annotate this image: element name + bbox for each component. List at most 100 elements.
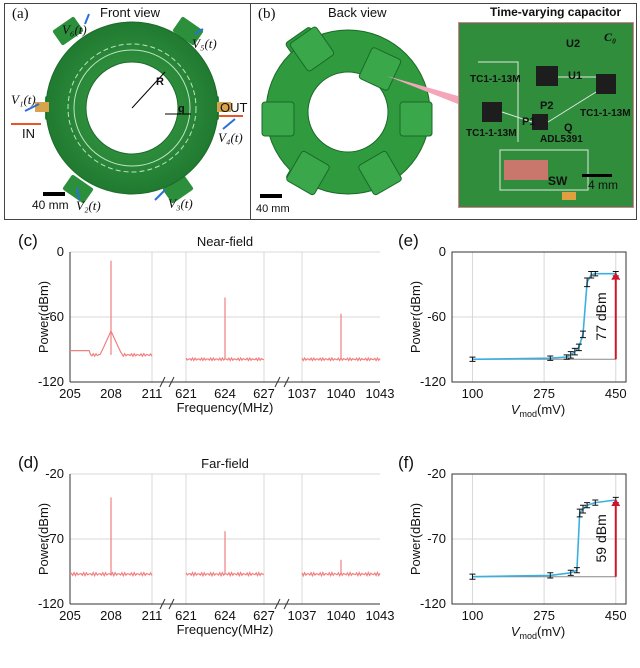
cap-label-adl5391: ADL5391 xyxy=(540,134,583,145)
x-tick-label: 450 xyxy=(605,608,627,623)
x-tick-label: 1043 xyxy=(366,386,395,401)
y-tick-label: -120 xyxy=(38,374,64,389)
difference-annotation: 77 dBm xyxy=(593,292,609,340)
difference-annotation: 59 dBm xyxy=(593,514,609,562)
x-tick-label: 1043 xyxy=(366,608,395,623)
label-v1: V₁(t) xyxy=(11,92,36,107)
cap-label-q: Q xyxy=(564,122,573,134)
panel-label: (d) xyxy=(18,453,39,472)
plot-frame xyxy=(451,251,627,383)
error-bar xyxy=(547,572,554,579)
label-v5: V₅(t) xyxy=(192,36,217,51)
axis-break xyxy=(159,376,175,388)
label-r: R xyxy=(156,76,164,88)
cap-label-u2: U2 xyxy=(566,38,581,50)
spectrum-floor xyxy=(69,571,153,578)
y-tick-label: -20 xyxy=(45,466,64,481)
back-view-title: Back view xyxy=(328,5,387,20)
x-axis-label: Frequency(MHz) xyxy=(177,622,274,637)
y-axis-label: Power(dBm) xyxy=(408,503,423,575)
cap-label-tc-right: TC1-1-13M xyxy=(580,108,631,119)
x-tick-label: 627 xyxy=(253,608,275,623)
x-tick-label: 205 xyxy=(59,386,81,401)
chart-title: Near-field xyxy=(197,234,253,249)
error-bar xyxy=(592,271,599,277)
x-tick-label: 627 xyxy=(253,386,275,401)
y-tick-label: -60 xyxy=(427,309,446,324)
scale-bar-label-b: 40 mm xyxy=(256,203,290,215)
cap-label-p2: P2 xyxy=(540,100,554,112)
label-v4: V₄(t) xyxy=(218,130,243,145)
error-bar xyxy=(571,347,578,356)
panel-label: (e) xyxy=(398,231,419,250)
y-axis-label: Power(dBm) xyxy=(36,281,51,353)
scale-bar-label-c: 4 mm xyxy=(588,178,618,192)
chart-title: Far-field xyxy=(201,456,249,471)
panel-label: (f) xyxy=(398,453,414,472)
capacitor-photo xyxy=(458,22,634,208)
back-view-photo xyxy=(260,26,458,198)
x-tick-label: 450 xyxy=(605,386,627,401)
label-v3: V₃(t) xyxy=(168,196,193,211)
x-tick-label: 100 xyxy=(462,386,484,401)
error-bar xyxy=(584,502,591,509)
y-tick-label: -60 xyxy=(45,309,64,324)
y-axis-label: Power(dBm) xyxy=(36,503,51,575)
cap-label-u1: U1 xyxy=(568,70,583,82)
axis-break xyxy=(159,598,175,610)
label-out: OUT xyxy=(220,100,248,115)
error-bar xyxy=(575,343,582,352)
x-tick-label: 205 xyxy=(59,608,81,623)
x-tick-label: 211 xyxy=(142,608,163,623)
x-tick-label: 621 xyxy=(175,386,197,401)
cap-label-tc-bottom: TC1-1-13M xyxy=(466,128,517,139)
x-tick-label: 1040 xyxy=(327,608,356,623)
error-bar xyxy=(567,569,574,576)
x-tick-label: 275 xyxy=(533,608,555,623)
x-tick-label: 100 xyxy=(462,608,484,623)
cap-label-c0: C₀ xyxy=(604,30,617,44)
label-in: IN xyxy=(22,126,35,141)
axis-break xyxy=(274,598,290,610)
panel-label-a: (a) xyxy=(12,6,29,22)
y-tick-label: -70 xyxy=(45,531,64,546)
error-bar xyxy=(573,567,580,574)
cap-label-tc-left: TC1-1-13M xyxy=(470,74,521,85)
x-tick-label: 275 xyxy=(533,386,555,401)
label-g: g xyxy=(178,103,185,115)
x-tick-label: 624 xyxy=(214,386,236,401)
label-v6: V₆(t) xyxy=(62,22,87,37)
error-bar xyxy=(580,330,587,339)
x-axis-label: Frequency(MHz) xyxy=(177,400,274,415)
capacitor-title: Time-varying capacitor xyxy=(490,5,622,19)
y-tick-label: -120 xyxy=(420,596,446,611)
y-tick-label: -20 xyxy=(427,466,446,481)
x-tick-label: 1037 xyxy=(288,608,317,623)
scale-bar-label-a: 40 mm xyxy=(32,198,69,212)
front-view-photo xyxy=(11,13,243,204)
label-v2: V₂(t) xyxy=(76,198,101,213)
difference-arrowhead xyxy=(611,272,621,280)
error-bar xyxy=(580,504,587,514)
error-bar xyxy=(469,573,476,580)
y-tick-label: 0 xyxy=(439,244,446,259)
x-tick-label: 208 xyxy=(100,608,122,623)
error-bar xyxy=(547,355,554,361)
y-axis-label: Power(dBm) xyxy=(408,281,423,353)
x-axis-label: Vmod(mV) xyxy=(511,402,565,419)
axis-break xyxy=(274,376,290,388)
x-tick-label: 624 xyxy=(214,608,236,623)
x-tick-label: 208 xyxy=(100,386,122,401)
cap-label-sw: SW xyxy=(548,174,568,188)
error-bar xyxy=(563,354,570,360)
x-tick-label: 211 xyxy=(142,386,163,401)
y-tick-label: -120 xyxy=(38,596,64,611)
x-tick-label: 1037 xyxy=(288,386,317,401)
y-tick-label: -120 xyxy=(420,374,446,389)
error-bar xyxy=(469,356,476,362)
difference-arrowhead xyxy=(611,499,621,507)
photo-divider xyxy=(250,3,251,220)
panel-label-b: (b) xyxy=(258,6,276,22)
front-view-title: Front view xyxy=(100,5,160,20)
